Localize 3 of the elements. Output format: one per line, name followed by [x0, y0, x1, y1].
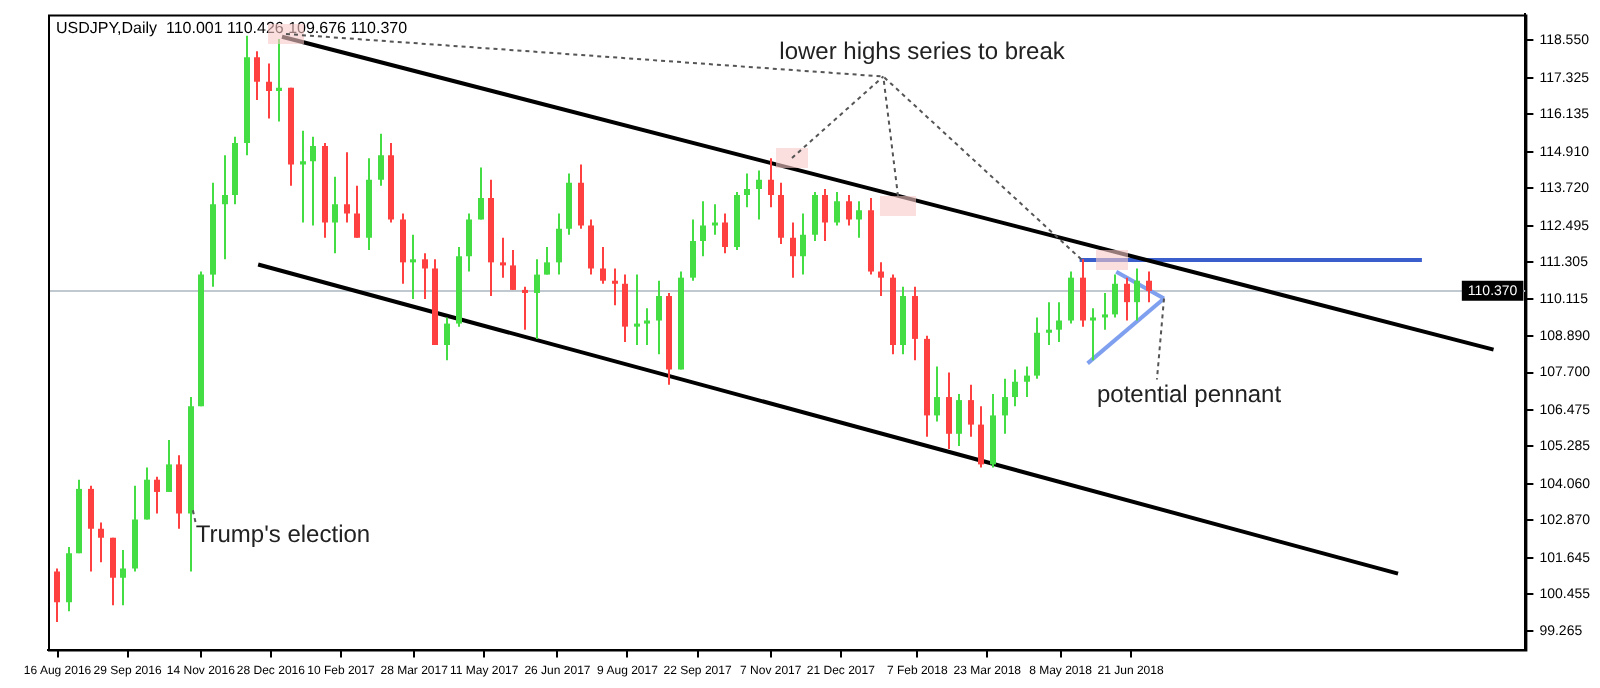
annotation: potential pennant: [1096, 380, 1283, 409]
chart-title: USDJPY,Daily 110.001 110.426 109.676 110.370: [56, 18, 409, 37]
annotation: Trump's election: [195, 519, 371, 548]
